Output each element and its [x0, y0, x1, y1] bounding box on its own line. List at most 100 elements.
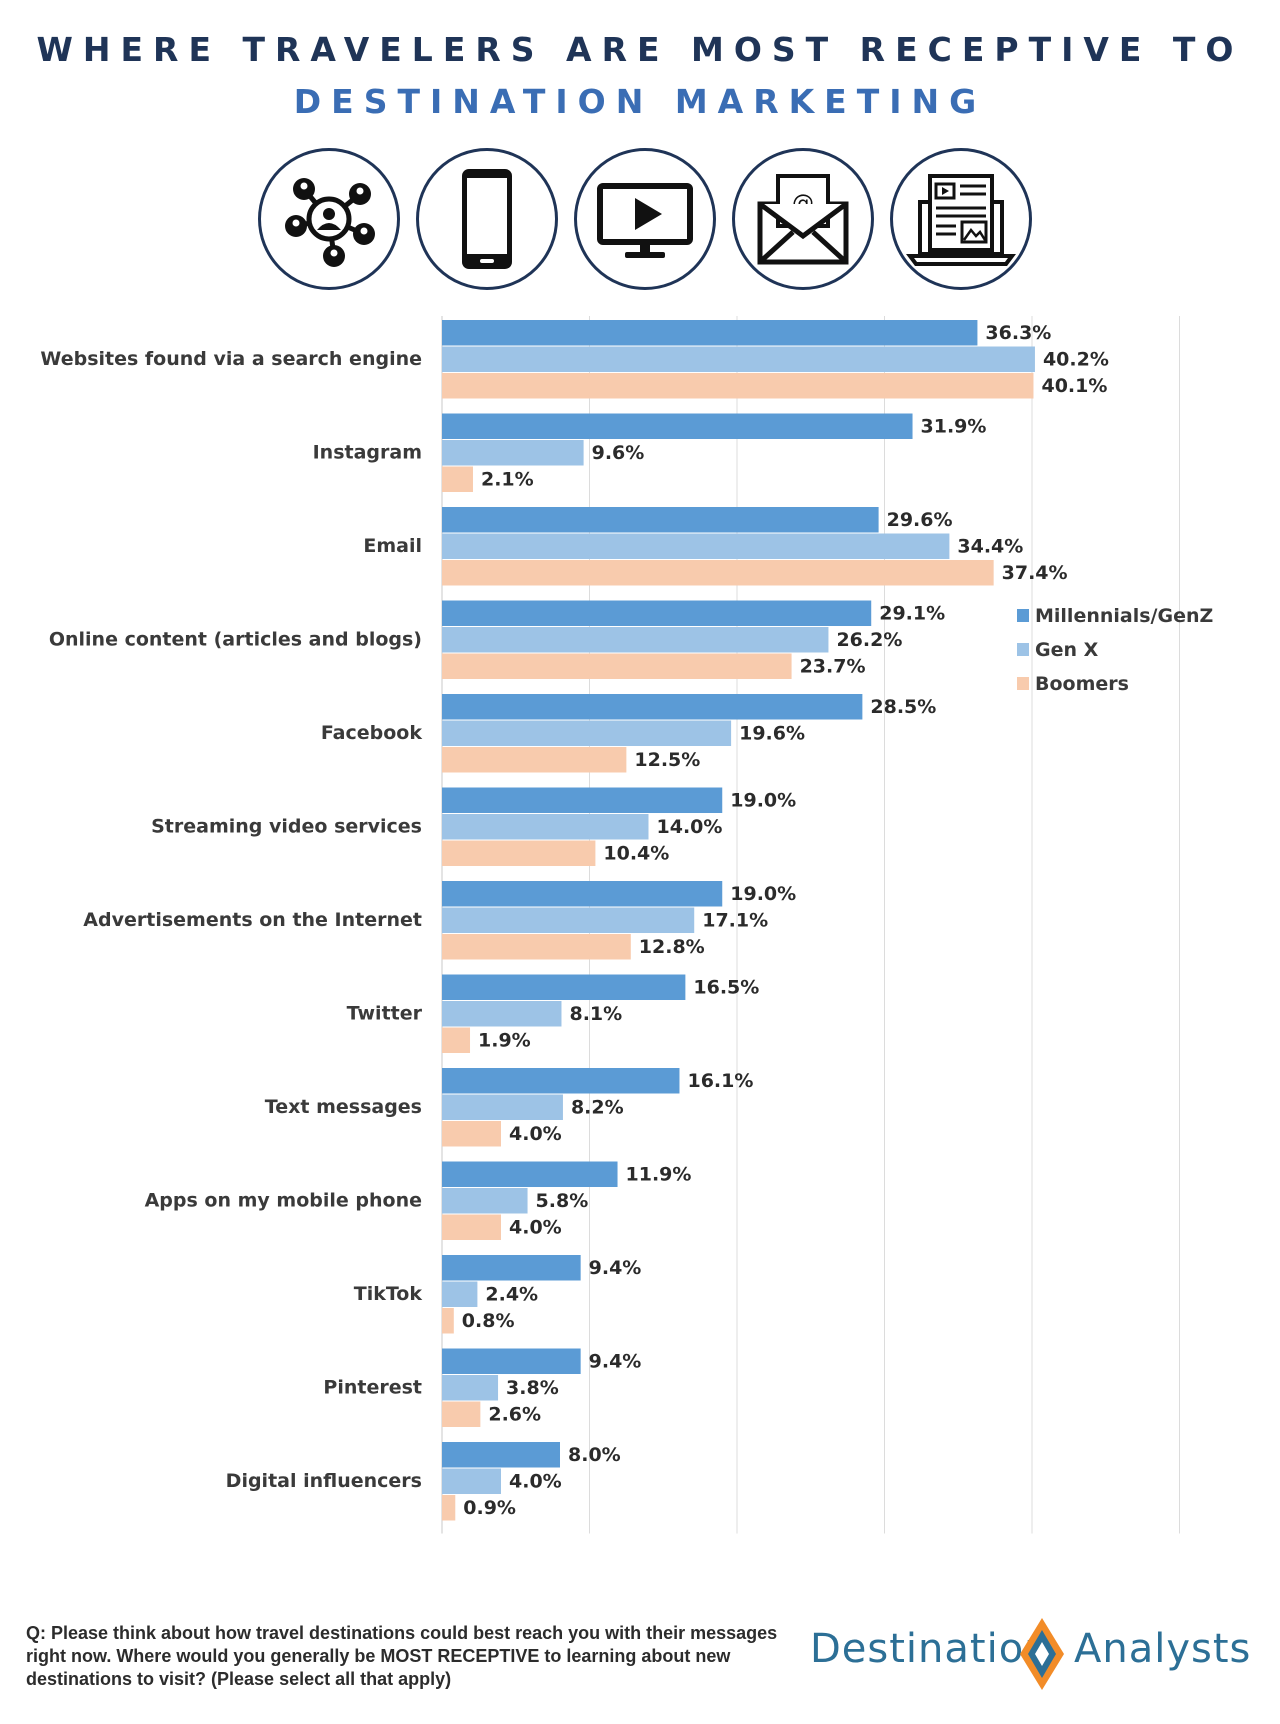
data-label: 9.6% — [592, 442, 645, 464]
bar — [442, 1401, 481, 1427]
chart-title-line2: DESTINATION MARKETING — [293, 82, 987, 121]
data-label: 23.7% — [800, 656, 866, 678]
data-label: 9.4% — [589, 1351, 642, 1373]
bar — [442, 1001, 562, 1027]
company-logo: Destination Analysts — [806, 1616, 1266, 1696]
bar — [442, 1468, 501, 1494]
bar — [442, 1495, 456, 1521]
bar — [442, 814, 649, 840]
data-label: 19.0% — [730, 790, 796, 812]
category-label: Websites found via a search engine — [40, 348, 422, 370]
data-label: 4.0% — [509, 1471, 562, 1493]
data-label: 4.0% — [509, 1123, 562, 1145]
data-label: 12.5% — [634, 749, 700, 771]
bar — [442, 974, 686, 1000]
data-label: 14.0% — [657, 816, 723, 838]
bar — [442, 413, 913, 439]
logo-word-2: Analysts — [1074, 1626, 1252, 1672]
chart-title-line1: WHERE TRAVELERS ARE MOST RECEPTIVE TO — [36, 30, 1244, 69]
category-label: Apps on my mobile phone — [145, 1189, 422, 1211]
bar — [442, 1308, 454, 1334]
category-label: TikTok — [354, 1283, 423, 1305]
data-label: 1.9% — [478, 1030, 531, 1052]
data-label: 19.6% — [739, 723, 805, 745]
category-label: Digital influencers — [226, 1470, 422, 1492]
data-label: 28.5% — [870, 696, 936, 718]
data-label: 8.1% — [569, 1003, 622, 1025]
bar — [442, 934, 631, 960]
newspaper-laptop-icon — [890, 148, 1032, 290]
bar — [442, 881, 723, 907]
bar — [442, 320, 978, 346]
category-label: Email — [363, 535, 422, 557]
bar — [442, 373, 1034, 399]
data-label: 16.5% — [693, 977, 759, 999]
category-label: Advertisements on the Internet — [83, 909, 422, 931]
bar — [442, 840, 596, 866]
data-label: 9.4% — [589, 1257, 642, 1279]
category-label: Online content (articles and blogs) — [49, 628, 422, 650]
data-label: 2.1% — [481, 469, 534, 491]
data-label: 19.0% — [730, 883, 796, 905]
category-label: Pinterest — [323, 1376, 422, 1398]
legend-label: Boomers — [1035, 673, 1129, 695]
bar — [442, 907, 695, 933]
data-label: 29.6% — [887, 509, 953, 531]
data-label: 2.4% — [485, 1284, 538, 1306]
legend-swatch — [1017, 677, 1029, 690]
legend-label: Millennials/GenZ — [1035, 605, 1213, 627]
data-label: 3.8% — [506, 1377, 559, 1399]
bar — [442, 694, 863, 720]
data-label: 26.2% — [836, 629, 902, 651]
logo-diamond-icon — [1020, 1618, 1064, 1690]
category-label: Facebook — [321, 722, 423, 744]
data-label: 8.2% — [571, 1097, 624, 1119]
bar — [442, 1161, 618, 1187]
bar — [442, 720, 732, 746]
bar — [442, 440, 584, 466]
bar — [442, 560, 994, 586]
legend-label: Gen X — [1035, 639, 1099, 661]
bar — [442, 747, 627, 773]
bar — [442, 653, 792, 679]
category-label: Twitter — [347, 1002, 423, 1024]
data-label: 10.4% — [603, 843, 669, 865]
data-label: 4.0% — [509, 1217, 562, 1239]
data-label: 0.9% — [463, 1497, 516, 1519]
bar — [442, 600, 872, 626]
data-label: 0.8% — [462, 1310, 515, 1332]
bar — [442, 1348, 581, 1374]
survey-question: Q: Please think about how travel destina… — [26, 1623, 778, 1689]
logo-word-1: Destination — [810, 1626, 1051, 1672]
bar — [442, 1375, 499, 1401]
data-label: 2.6% — [488, 1404, 541, 1426]
data-label: 40.1% — [1041, 375, 1107, 397]
legend-swatch — [1017, 643, 1029, 656]
video-play-icon — [574, 148, 716, 290]
bar — [442, 533, 950, 559]
data-label: 31.9% — [921, 416, 987, 438]
data-label: 16.1% — [687, 1070, 753, 1092]
bar — [442, 1442, 560, 1468]
bar — [442, 787, 723, 813]
bar — [442, 1281, 478, 1307]
bar-chart: 0%10%20%30%40%50%Websites found via a se… — [40, 316, 1213, 1534]
bar — [442, 346, 1035, 372]
smartphone-icon — [416, 148, 558, 290]
bar — [442, 466, 473, 492]
data-label: 37.4% — [1002, 562, 1068, 584]
data-label: 17.1% — [702, 910, 768, 932]
data-label: 36.3% — [985, 322, 1051, 344]
icon-row: @ — [258, 148, 1034, 290]
data-label: 12.8% — [639, 936, 705, 958]
data-label: 8.0% — [568, 1444, 621, 1466]
category-label: Instagram — [313, 441, 422, 463]
category-label: Streaming video services — [151, 815, 422, 837]
data-label: 11.9% — [626, 1164, 692, 1186]
data-label: 5.8% — [536, 1190, 589, 1212]
bar — [442, 1214, 501, 1240]
bar — [442, 1121, 501, 1147]
bar — [442, 1027, 471, 1053]
bar — [442, 1188, 528, 1214]
email-envelope-icon: @ — [732, 148, 874, 290]
